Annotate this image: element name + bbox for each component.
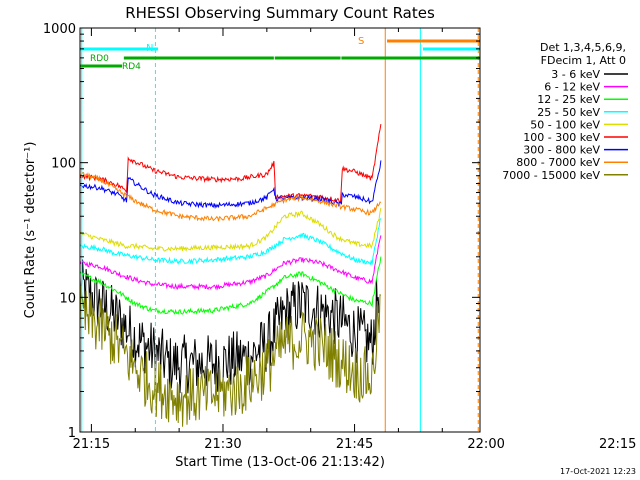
legend-header-line-2: FDecim 1, Att 0 [541,54,626,67]
y-tick-label: 1000 [43,22,76,37]
x-tick-label: 22:15 [599,437,636,452]
flag-layer: RD0 RD4 N S [80,36,480,72]
footer-date: 17-Oct-2021 12:23 [560,467,636,476]
y-tick-label: 10 [59,291,76,306]
x-tick-label: 21:15 [73,437,110,452]
x-axis-label: Start Time (13-Oct-06 21:13:42) [175,455,385,470]
series-line-2 [79,235,382,291]
legend-entry-label: 300 - 800 keV [523,144,600,157]
flag-n-label: N [146,43,153,54]
x-tick-label: 21:45 [336,437,373,452]
plot-frame [79,27,481,433]
axes-layer [79,27,481,433]
y-tick-labels: 1 10 100 1000 [43,22,76,441]
legend-entry-label: 7000 - 15000 keV [502,169,600,182]
series-line-5 [79,207,382,253]
legend-entry-label: 100 - 300 keV [523,131,600,144]
legend-header-line-1: Det 1,3,4,5,6,9, [540,41,626,54]
legend-entry-label: 50 - 100 keV [530,118,600,131]
chart-title: RHESSI Observing Summary Count Rates [125,4,435,22]
y-tick-label: 100 [51,157,76,172]
y-tick-label: 1 [68,426,76,441]
series-line-8 [79,172,382,222]
vline-layer [81,28,479,432]
flag-rd4-label: RD4 [122,62,141,72]
flag-s-label: S [358,36,364,47]
flag-rd0-label: RD0 [90,54,109,64]
legend-entry-label: 3 - 6 keV [551,68,600,81]
legend-entry-label: 800 - 7000 keV [516,156,600,169]
series-line-7 [79,160,382,210]
legend-entry-label: 12 - 25 keV [537,93,600,106]
series-line-3 [79,256,382,315]
series-line-1 [79,259,380,394]
y-axis-label: Count Rate (s⁻¹ detector⁻¹) [23,142,38,319]
series-layer [79,124,382,427]
x-tick-label: 22:00 [467,437,504,452]
series-line-6 [79,124,382,204]
x-tick-label: 21:30 [204,437,241,452]
series-line-4 [79,218,382,266]
legend-entry-label: 25 - 50 keV [537,106,600,119]
legend-entry-label: 6 - 12 keV [544,81,600,94]
series-line-9 [79,285,382,427]
